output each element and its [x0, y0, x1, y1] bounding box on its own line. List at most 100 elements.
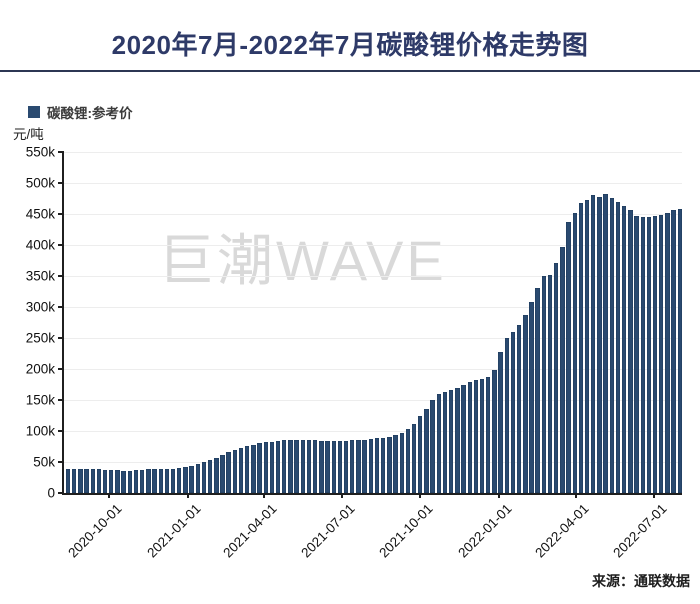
bar: [133, 470, 139, 493]
bar: [96, 469, 102, 493]
bar: [442, 391, 448, 493]
x-axis-tick: [187, 493, 190, 498]
grid-line: [64, 276, 682, 277]
bar: [288, 440, 293, 493]
bar: [492, 370, 497, 493]
bar: [356, 440, 361, 493]
x-axis-label: 2022-07-01: [610, 501, 670, 561]
y-axis-label: 100k: [25, 423, 55, 439]
bar: [671, 210, 676, 493]
bar: [269, 441, 275, 493]
grid-line: [64, 462, 682, 463]
bar: [121, 470, 126, 493]
bar: [486, 377, 491, 493]
bar: [257, 443, 262, 493]
bar: [170, 468, 176, 493]
bar: [251, 444, 256, 493]
bar: [510, 331, 516, 493]
bar: [479, 378, 485, 493]
x-axis-label: 2022-01-01: [455, 501, 515, 561]
grid-line: [64, 245, 682, 246]
grid-line: [64, 338, 682, 339]
bar: [238, 447, 244, 493]
bar: [84, 468, 89, 493]
y-axis-label: 200k: [25, 361, 55, 377]
y-axis-tick: [58, 430, 64, 432]
bar: [498, 352, 503, 493]
title-divider: [0, 70, 700, 72]
source-label: 来源：通联数据: [592, 573, 690, 589]
bar: [313, 440, 318, 493]
bar: [393, 435, 398, 493]
bar: [584, 199, 590, 493]
legend: 碳酸锂:参考价: [28, 102, 133, 122]
bar: [146, 469, 151, 493]
bar: [177, 468, 182, 493]
bar: [102, 470, 108, 493]
grid-line: [64, 183, 682, 184]
bar: [294, 440, 299, 493]
bar: [628, 210, 633, 493]
bar: [207, 460, 213, 493]
bar: [300, 440, 306, 493]
grid-line: [64, 400, 682, 401]
bar: [337, 440, 343, 493]
y-axis-tick: [58, 151, 64, 153]
bar: [622, 205, 627, 493]
bar: [214, 457, 219, 493]
plot-area: 0 50k 100k 150k 200k 250k 300k 350k 400k 450k 500k…: [26, 145, 682, 560]
bar: [578, 202, 584, 493]
x-axis-label: 2021-10-01: [376, 501, 436, 561]
bar: [319, 440, 324, 493]
bar: [473, 380, 479, 493]
bar: [523, 315, 528, 493]
bar: [609, 197, 615, 493]
bar: [652, 215, 658, 493]
bar: [529, 302, 534, 493]
grid-line: [64, 369, 682, 370]
y-axis-unit-label: 元/吨: [13, 127, 44, 142]
bar: [448, 390, 454, 493]
x-axis-tick: [108, 493, 111, 498]
y-axis-label: 500k: [25, 175, 55, 191]
bar: [263, 442, 268, 493]
y-axis-tick: [58, 492, 64, 494]
y-axis-tick: [58, 244, 64, 246]
bar: [665, 212, 670, 493]
x-axis-label: 2021-04-01: [220, 501, 280, 561]
bar: [455, 387, 460, 493]
bar: [189, 465, 194, 493]
bar: [109, 470, 114, 493]
bar: [387, 436, 392, 493]
bar: [71, 469, 77, 493]
y-axis-tick: [58, 337, 64, 339]
bar: [78, 469, 83, 493]
bar: [350, 440, 355, 493]
bar: [152, 469, 157, 493]
bar: [516, 324, 522, 493]
y-axis-label: 350k: [25, 268, 55, 284]
x-axis-label: 2021-07-01: [298, 501, 358, 561]
bar: [226, 452, 231, 493]
bar: [275, 440, 281, 493]
bar: [430, 400, 435, 493]
bar: [504, 338, 509, 493]
bar: [467, 382, 472, 493]
bar: [659, 215, 664, 493]
bar: [115, 470, 120, 493]
grid-line: [64, 431, 682, 432]
bar: [362, 439, 367, 493]
y-axis-label: 150k: [25, 392, 55, 408]
bar: [554, 262, 559, 493]
bar: [572, 212, 577, 493]
legend-label: 碳酸锂:参考价: [47, 106, 133, 121]
x-axis-tick: [263, 493, 266, 498]
y-axis-label: 450k: [25, 206, 55, 222]
bar: [232, 449, 238, 493]
bar: [325, 440, 330, 493]
x-axis-tick: [498, 493, 501, 498]
bar: [306, 440, 312, 493]
bar: [201, 462, 207, 493]
y-axis-tick: [58, 182, 64, 184]
x-axis-tick: [341, 493, 344, 498]
